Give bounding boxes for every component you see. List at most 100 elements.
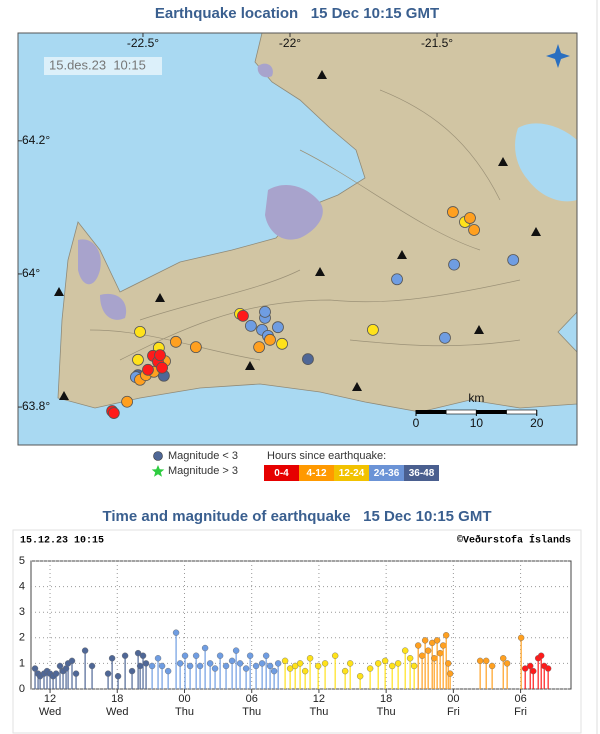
road [89, 89, 521, 361]
quake [439, 331, 451, 344]
lake [515, 123, 577, 202]
quake [276, 337, 288, 350]
x-tick-day: Thu [242, 706, 261, 718]
map-timestamp: 15.des.23 10:15 [49, 57, 146, 72]
quake-point [381, 657, 389, 665]
scale-label: 0 [413, 416, 420, 430]
x-tick-day: Thu [309, 706, 328, 718]
quake-point [296, 660, 304, 667]
hours-swatch [264, 465, 299, 481]
quake-point [366, 665, 374, 672]
timestamp-box [44, 57, 162, 75]
quake-point [291, 662, 299, 670]
quake-point [232, 647, 240, 654]
quake-point [270, 667, 278, 675]
chart-title: Time and magnitude of earthquake 15 Dec … [103, 508, 492, 525]
quake-point [421, 637, 429, 644]
scale-segment [445, 409, 477, 415]
scale-segment [416, 410, 447, 414]
quake-point [314, 662, 322, 670]
quake [134, 325, 146, 338]
x-tick-day: Wed [39, 706, 61, 718]
quake-point [442, 632, 450, 639]
quake-point [108, 655, 116, 662]
chart-frame [12, 529, 582, 734]
quake [142, 363, 154, 376]
quake-point [388, 662, 396, 670]
quake-point [88, 662, 96, 670]
quake-point [154, 655, 162, 662]
quake-point [401, 647, 409, 654]
quake [190, 341, 202, 354]
quake-point [356, 673, 364, 680]
quake-point [274, 660, 282, 667]
y-tick-label: 2 [19, 632, 25, 644]
quake [448, 258, 460, 271]
quake-point [181, 652, 189, 659]
quake-point [414, 642, 422, 649]
quake [156, 361, 168, 374]
legend-dot [153, 451, 163, 461]
quake [237, 309, 249, 322]
quake-point [410, 662, 418, 670]
x-tick-label: 18 [380, 693, 392, 705]
x-tick-day: Thu [175, 706, 194, 718]
quake-point [301, 667, 309, 675]
quake-point [266, 662, 274, 670]
hours-label: 12-24 [339, 468, 365, 479]
quake [170, 335, 182, 348]
legend: Magnitude < 3 Magnitude > 3 Hours since … [151, 450, 439, 481]
quake-point [192, 652, 200, 659]
quake-point [286, 665, 294, 672]
x-tick-label: 18 [111, 693, 123, 705]
quake-point [211, 665, 219, 672]
quake-point [406, 655, 414, 662]
quake-point [104, 670, 112, 677]
x-tick-day: Wed [106, 706, 128, 718]
quake-point [164, 667, 172, 675]
quake [302, 353, 314, 366]
legend-hours-title: Hours since earthquake: [267, 450, 386, 462]
legend-small: Magnitude < 3 [168, 450, 238, 462]
x-tick-day: Fri [447, 706, 460, 718]
quake-point [431, 655, 438, 662]
quake-point [158, 662, 166, 670]
quake-point [544, 665, 552, 672]
quake-point [201, 644, 209, 652]
quake [259, 305, 271, 318]
quake-point [186, 662, 194, 670]
scale-unit: km [468, 391, 484, 405]
hours-label: 4-12 [306, 468, 326, 479]
lat-label: 64° [22, 266, 40, 280]
quake-point [439, 642, 447, 649]
lon-label: -22.5° [127, 36, 159, 50]
quake-point [206, 660, 214, 667]
hours-swatch [299, 465, 334, 481]
legend-large: Magnitude > 3 [168, 465, 238, 477]
quake-point [172, 629, 180, 636]
quake-point [139, 652, 147, 659]
quake-point [246, 652, 254, 659]
x-tick-label: 00 [447, 693, 459, 705]
quake-point [81, 647, 89, 654]
quake [507, 254, 520, 266]
chart-credit: ©Veðurstofa Íslands [457, 533, 571, 547]
quake-point [56, 662, 64, 670]
hours-swatch [404, 465, 439, 481]
legend-star [151, 465, 165, 477]
hours-legend: 0-4 4-12 12-24 24-36 36-48 [264, 465, 439, 481]
quake-point [424, 647, 432, 654]
hours-label: 36-48 [409, 468, 435, 479]
quake-point [72, 670, 80, 677]
hours-swatch [369, 465, 404, 481]
chart-timestamp: 15.12.23 10:15 [20, 536, 104, 547]
quake-point [216, 652, 224, 659]
quake-point [331, 652, 339, 659]
y-tick-label: 1 [19, 657, 25, 669]
quake-point [52, 670, 60, 677]
chart-layer: 01234512Wed18Wed00Thu06Thu12Thu18Thu00Fr… [19, 555, 572, 718]
lon-label: -22° [279, 36, 301, 50]
quake-point [114, 673, 122, 680]
